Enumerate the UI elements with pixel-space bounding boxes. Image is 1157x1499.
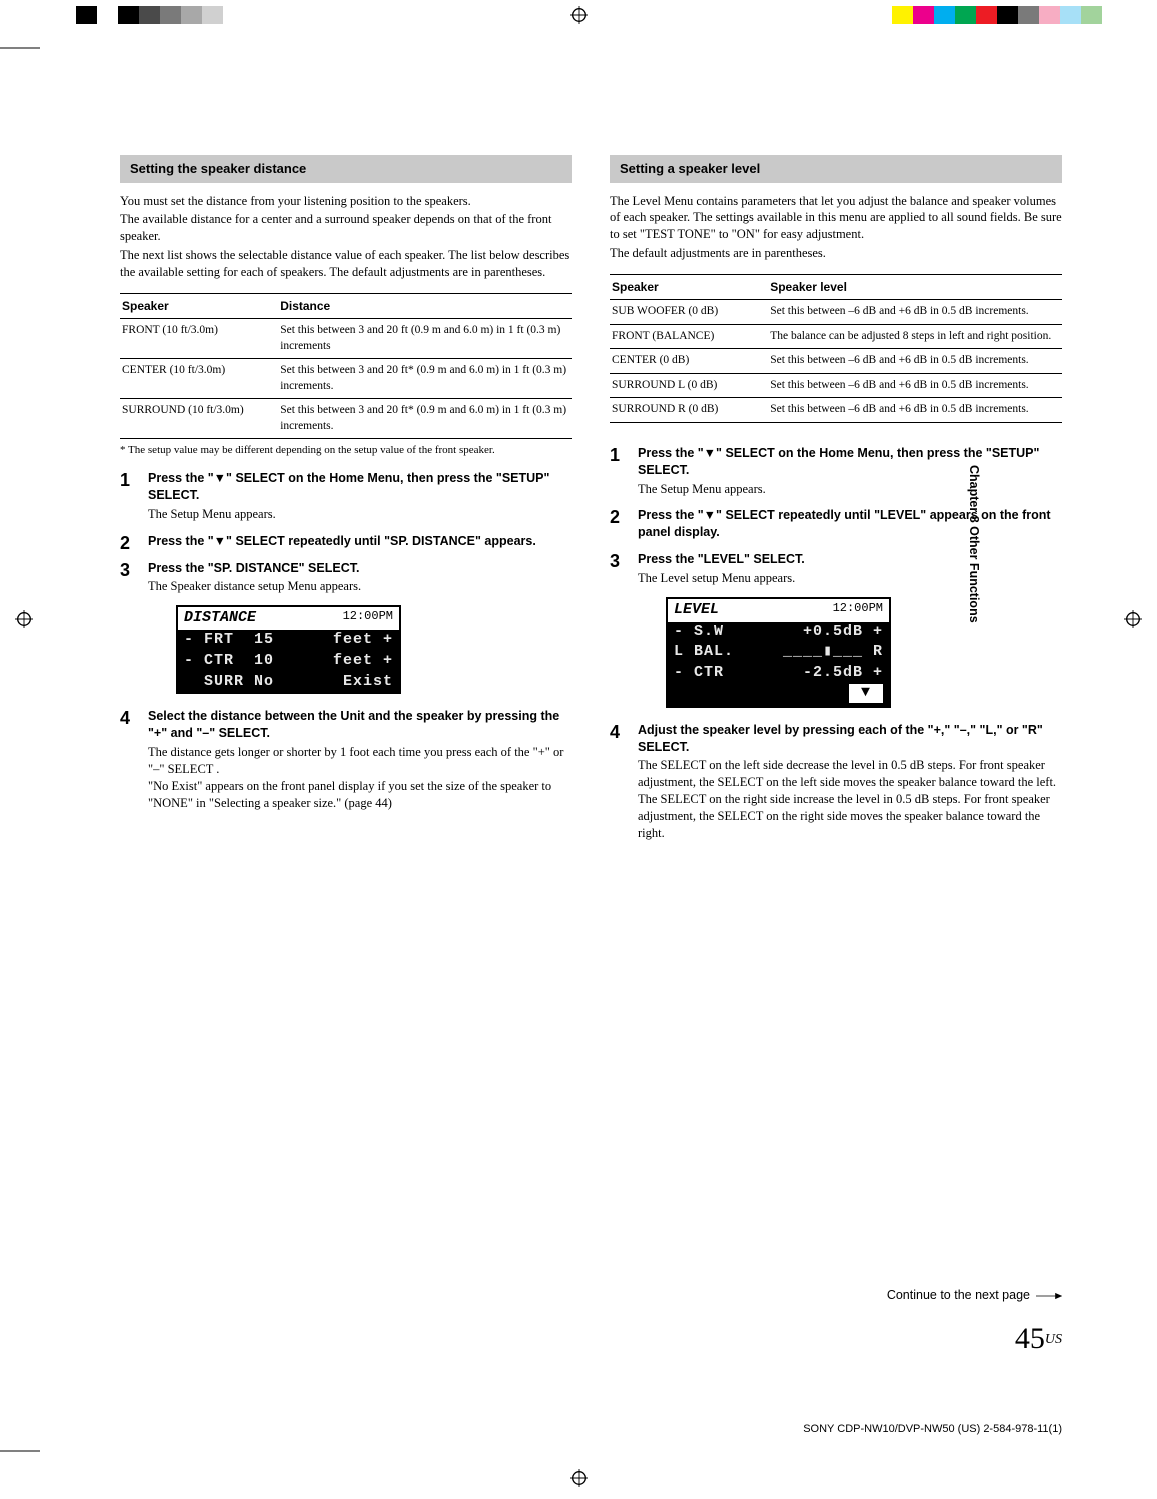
intro-level: The Level Menu contains parameters that … [610, 193, 1062, 263]
table-cell: SURROUND (10 ft/3.0m) [120, 399, 278, 439]
table-cell: SURROUND R (0 dB) [610, 398, 768, 423]
paragraph: The available distance for a center and … [120, 211, 572, 245]
lcd-row: - S.W+0.5dB + [668, 622, 889, 643]
table-speaker-distance: Speaker Distance FRONT (10 ft/3.0m)Set t… [120, 293, 572, 439]
step-4: Select the distance between the Unit and… [120, 708, 572, 811]
lcd-time: 12:00PM [833, 601, 883, 620]
page-num-value: 45 [1015, 1322, 1045, 1355]
table-cell: FRONT (10 ft/3.0m) [120, 319, 278, 359]
step-head: Select the distance between the Unit and… [148, 708, 572, 742]
lcd-down-arrow: ▼ [668, 684, 889, 706]
step-head: Press the "SP. DISTANCE" SELECT. [148, 560, 572, 577]
steps-distance: Press the "▼" SELECT on the Home Menu, t… [120, 470, 572, 812]
lcd-title: DISTANCE [184, 609, 256, 628]
table-cell: SUB WOOFER (0 dB) [610, 300, 768, 325]
registration-mark-bottom [570, 1469, 588, 1487]
page-num-suffix: US [1045, 1331, 1062, 1346]
lcd-distance: DISTANCE 12:00PM - FRT 15feet +- CTR 10f… [176, 605, 401, 694]
lcd-row: SURR NoExist [178, 672, 399, 693]
table-cell: Set this between 3 and 20 ft* (0.9 m and… [278, 399, 572, 439]
document-code: SONY CDP-NW10/DVP-NW50 (US) 2-584-978-11… [803, 1422, 1062, 1437]
step-head: Press the "▼" SELECT on the Home Menu, t… [638, 445, 1062, 479]
step-head: Adjust the speaker level by pressing eac… [638, 722, 1062, 756]
table-row: CENTER (10 ft/3.0m)Set this between 3 an… [120, 359, 572, 399]
color-bar-left [55, 6, 265, 24]
heading-level: Setting a speaker level [610, 155, 1062, 183]
step-1: Press the "▼" SELECT on the Home Menu, t… [120, 470, 572, 523]
table-cell: SURROUND L (0 dB) [610, 373, 768, 398]
step-3: Press the "LEVEL" SELECT. The Level setu… [610, 551, 1062, 708]
table-cell: FRONT (BALANCE) [610, 324, 768, 349]
table-cell: CENTER (10 ft/3.0m) [120, 359, 278, 399]
table-cell: CENTER (0 dB) [610, 349, 768, 374]
table-row: SURROUND R (0 dB)Set this between –6 dB … [610, 398, 1062, 423]
step-body: The Speaker distance setup Menu appears. [148, 578, 572, 595]
table-row: FRONT (10 ft/3.0m)Set this between 3 and… [120, 319, 572, 359]
step-body: The Setup Menu appears. [148, 506, 572, 523]
paragraph: You must set the distance from your list… [120, 193, 572, 210]
table-cell: Set this between 3 and 20 ft* (0.9 m and… [278, 359, 572, 399]
table-row: CENTER (0 dB)Set this between –6 dB and … [610, 349, 1062, 374]
table-row: SURROUND L (0 dB)Set this between –6 dB … [610, 373, 1062, 398]
table-cell: Set this between –6 dB and +6 dB in 0.5 … [768, 373, 1062, 398]
step-body: The Level setup Menu appears. [638, 570, 1062, 587]
registration-mark-left [15, 610, 33, 628]
step-1: Press the "▼" SELECT on the Home Menu, t… [610, 445, 1062, 498]
lcd-title: LEVEL [674, 601, 719, 620]
column-left: Setting the speaker distance You must se… [120, 155, 572, 1384]
footnote-distance: * The setup value may be different depen… [120, 443, 572, 458]
color-bar-right [892, 6, 1102, 24]
step-head: Press the "▼" SELECT repeatedly until "L… [638, 507, 1062, 541]
th-speaker: Speaker [610, 275, 768, 300]
th-speaker: Speaker [120, 293, 278, 318]
chapter-tab: Chapter 8 Other Functions [965, 465, 982, 623]
th-distance: Distance [278, 293, 572, 318]
step-2: Press the "▼" SELECT repeatedly until "L… [610, 507, 1062, 541]
heading-distance: Setting the speaker distance [120, 155, 572, 183]
step-body: The Setup Menu appears. [638, 481, 1062, 498]
arrow-icon [1036, 1291, 1062, 1301]
step-body: The distance gets longer or shorter by 1… [148, 744, 572, 812]
paragraph: The Level Menu contains parameters that … [610, 193, 1062, 244]
paragraph: The default adjustments are in parenthes… [610, 245, 1062, 262]
step-head: Press the "▼" SELECT on the Home Menu, t… [148, 470, 572, 504]
step-4: Adjust the speaker level by pressing eac… [610, 722, 1062, 842]
lcd-row: - CTR-2.5dB + [668, 663, 889, 684]
paragraph: The next list shows the selectable dista… [120, 247, 572, 281]
registration-mark-top [570, 6, 588, 24]
step-2: Press the "▼" SELECT repeatedly until "S… [120, 533, 572, 550]
column-right: Setting a speaker level The Level Menu c… [610, 155, 1062, 1384]
table-speaker-level: Speaker Speaker level SUB WOOFER (0 dB)S… [610, 274, 1062, 423]
table-cell: Set this between 3 and 20 ft (0.9 m and … [278, 319, 572, 359]
lcd-row: - FRT 15feet + [178, 630, 399, 651]
table-cell: Set this between –6 dB and +6 dB in 0.5 … [768, 349, 1062, 374]
step-head: Press the "▼" SELECT repeatedly until "S… [148, 533, 572, 550]
page-number: 45US [1015, 1319, 1062, 1360]
table-cell: Set this between –6 dB and +6 dB in 0.5 … [768, 300, 1062, 325]
step-body: The SELECT on the left side decrease the… [638, 757, 1062, 841]
steps-level: Press the "▼" SELECT on the Home Menu, t… [610, 445, 1062, 842]
step-3: Press the "SP. DISTANCE" SELECT. The Spe… [120, 560, 572, 695]
crop-mark [0, 30, 60, 50]
continue-next-page: Continue to the next page [887, 1287, 1062, 1304]
table-row: FRONT (BALANCE)The balance can be adjust… [610, 324, 1062, 349]
th-level: Speaker level [768, 275, 1062, 300]
table-row: SUB WOOFER (0 dB)Set this between –6 dB … [610, 300, 1062, 325]
lcd-level: LEVEL 12:00PM - S.W+0.5dB +L BAL.____▮__… [666, 597, 891, 708]
page-content: Setting the speaker distance You must se… [120, 155, 1062, 1384]
lcd-row: L BAL.____▮___ R [668, 642, 889, 663]
lcd-row: - CTR 10feet + [178, 651, 399, 672]
crop-mark [0, 1449, 60, 1469]
table-cell: Set this between –6 dB and +6 dB in 0.5 … [768, 398, 1062, 423]
continue-label: Continue to the next page [887, 1287, 1030, 1304]
step-head: Press the "LEVEL" SELECT. [638, 551, 1062, 568]
table-row: SURROUND (10 ft/3.0m)Set this between 3 … [120, 399, 572, 439]
intro-distance: You must set the distance from your list… [120, 193, 572, 281]
table-cell: The balance can be adjusted 8 steps in l… [768, 324, 1062, 349]
lcd-time: 12:00PM [343, 609, 393, 628]
registration-mark-right [1124, 610, 1142, 628]
printer-marks [0, 0, 1157, 30]
